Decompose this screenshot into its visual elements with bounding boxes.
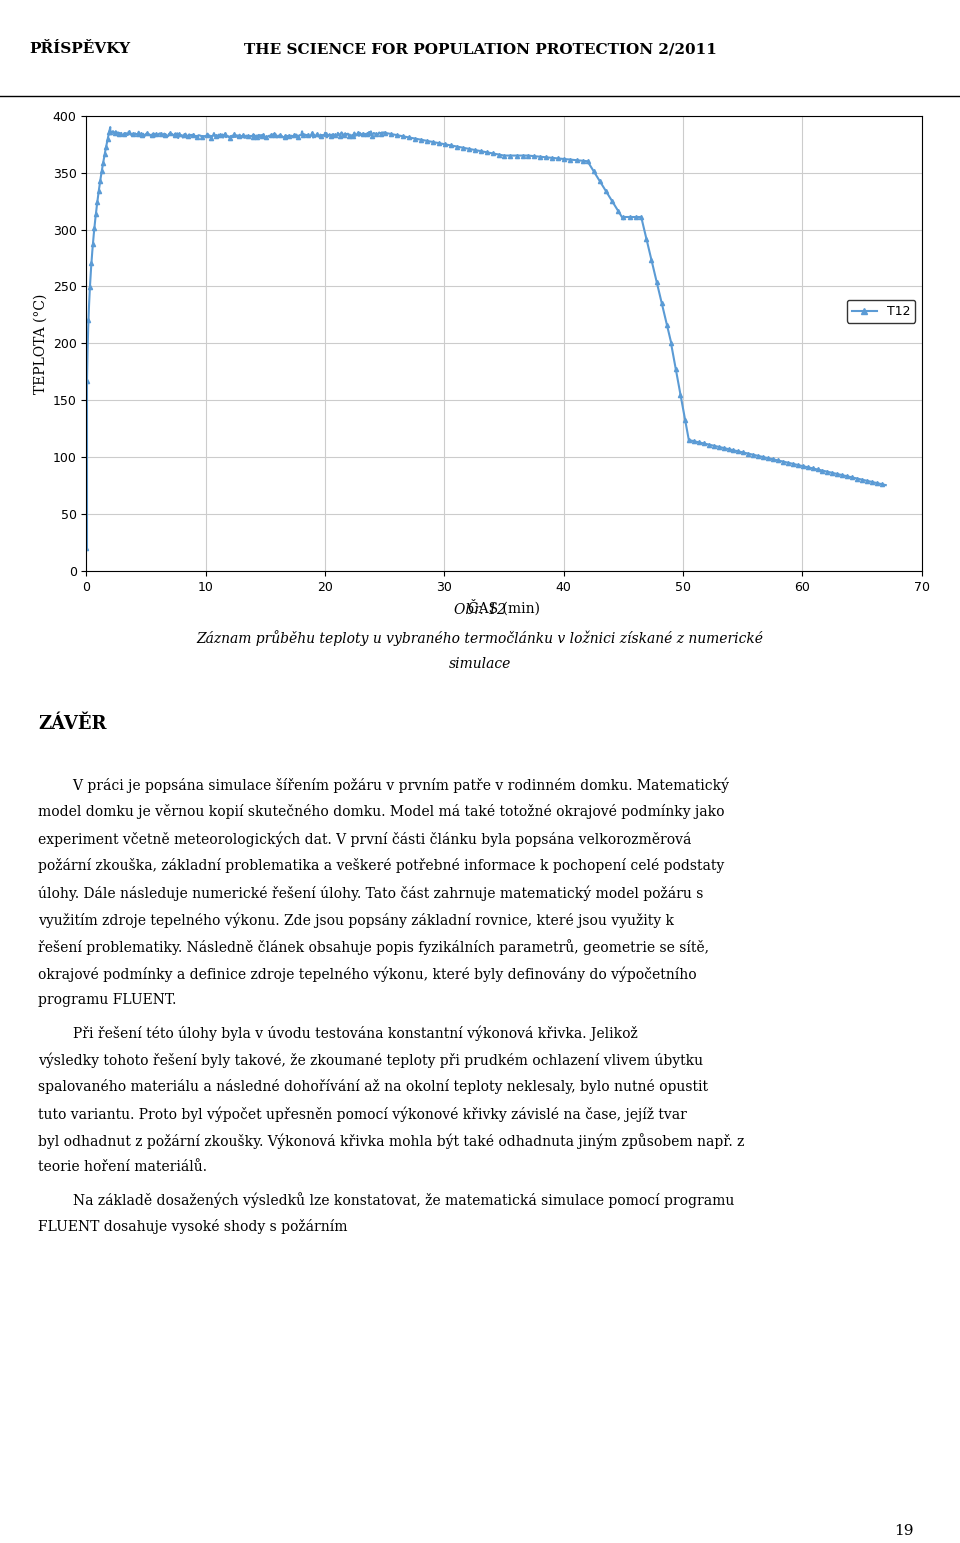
Text: teorie hoření materiálů.: teorie hoření materiálů. bbox=[37, 1160, 206, 1174]
Text: spalovaného materiálu a následné dohořívání až na okolní teploty neklesaly, bylo: spalovaného materiálu a následné dohořív… bbox=[37, 1079, 708, 1094]
Text: PŘÍSPĚVKY: PŘÍSPĚVKY bbox=[29, 42, 130, 57]
Text: FLUENT dosahuje vysoké shody s požárním: FLUENT dosahuje vysoké shody s požárním bbox=[37, 1219, 348, 1234]
Text: simulace: simulace bbox=[449, 657, 511, 671]
Text: úlohy. Dále následuje numerické řešení úlohy. Tato část zahrnuje matematický mod: úlohy. Dále následuje numerické řešení ú… bbox=[37, 886, 703, 901]
Text: 19: 19 bbox=[894, 1524, 913, 1538]
Text: využitím zdroje tepelného výkonu. Zde jsou popsány základní rovnice, které jsou : využitím zdroje tepelného výkonu. Zde js… bbox=[37, 912, 674, 927]
Text: experiment včetně meteorologických dat. V první části článku byla popsána velkor: experiment včetně meteorologických dat. … bbox=[37, 832, 691, 847]
Text: Na základě dosažených výsledků lze konstatovat, že matematická simulace pomocí p: Na základě dosažených výsledků lze konst… bbox=[37, 1193, 734, 1208]
Text: řešení problematiky. Následně článek obsahuje popis fyzikálních parametrů, geome: řešení problematiky. Následně článek obs… bbox=[37, 940, 708, 955]
Y-axis label: TEPLOTA (°C): TEPLOTA (°C) bbox=[34, 293, 47, 393]
Text: požární zkouška, základní problematika a veškeré potřebné informace k pochopení : požární zkouška, základní problematika a… bbox=[37, 858, 724, 873]
Text: byl odhadnut z požární zkoušky. Výkonová křivka mohla být také odhadnuta jiným z: byl odhadnut z požární zkoušky. Výkonová… bbox=[37, 1133, 744, 1150]
Text: Záznam průběhu teploty u vybraného termočlánku v ložnici získané z numerické: Záznam průběhu teploty u vybraného termo… bbox=[197, 630, 763, 645]
Legend: T12: T12 bbox=[847, 299, 915, 322]
Text: programu FLUENT.: programu FLUENT. bbox=[37, 994, 177, 1008]
Text: Při řešení této úlohy byla v úvodu testována konstantní výkonová křivka. Jelikož: Při řešení této úlohy byla v úvodu testo… bbox=[37, 1025, 637, 1040]
Text: ZÁVĚR: ZÁVĚR bbox=[37, 714, 107, 733]
Text: model domku je věrnou kopií skutečného domku. Model má také totožné okrajové pod: model domku je věrnou kopií skutečného d… bbox=[37, 804, 725, 819]
Text: V práci je popsána simulace šířením požáru v prvním patře v rodinném domku. Mate: V práci je popsána simulace šířením požá… bbox=[37, 778, 729, 793]
Text: THE SCIENCE FOR POPULATION PROTECTION 2/2011: THE SCIENCE FOR POPULATION PROTECTION 2/… bbox=[244, 42, 716, 57]
Text: Obr. 12: Obr. 12 bbox=[454, 603, 506, 617]
Text: tuto variantu. Proto byl výpočet upřesněn pomocí výkonové křivky závislé na čase: tuto variantu. Proto byl výpočet upřesně… bbox=[37, 1106, 686, 1122]
Text: okrajové podmínky a definice zdroje tepelného výkonu, které byly definovány do v: okrajové podmínky a definice zdroje tepe… bbox=[37, 966, 696, 981]
X-axis label: ČAS (min): ČAS (min) bbox=[468, 599, 540, 616]
Text: výsledky tohoto řešení byly takové, že zkoumané teploty při prudkém ochlazení vl: výsledky tohoto řešení byly takové, že z… bbox=[37, 1052, 703, 1068]
